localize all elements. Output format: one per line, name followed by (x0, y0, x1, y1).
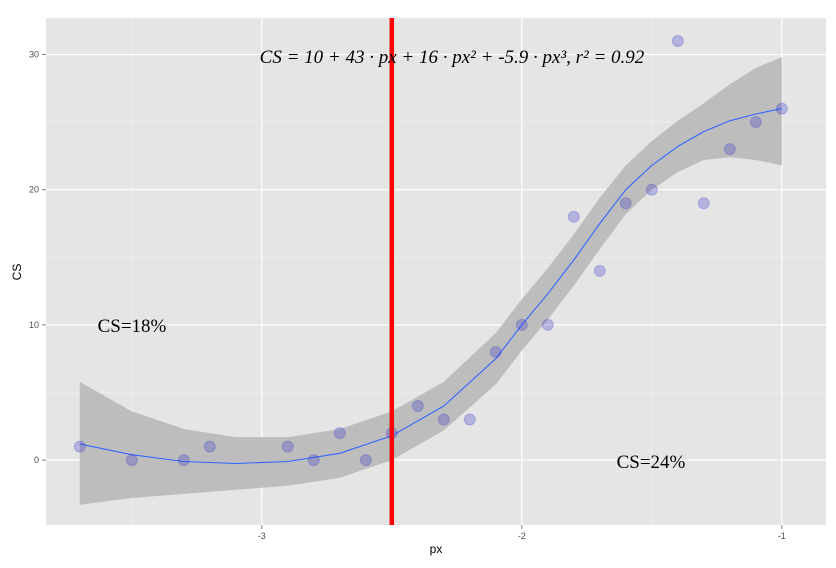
y-axis-label: CS (10, 264, 24, 281)
data-point (697, 197, 710, 210)
data-point (619, 197, 632, 210)
data-point (463, 413, 476, 426)
data-point (541, 318, 554, 331)
data-point (411, 400, 424, 413)
y-tick-label: 0 (34, 455, 39, 465)
confidence-band (79, 57, 782, 505)
x-axis-label: px (430, 542, 443, 556)
data-point (749, 116, 762, 129)
data-point (359, 454, 372, 467)
data-point (515, 318, 528, 331)
y-tick-label: 20 (29, 185, 39, 195)
data-point (775, 102, 788, 115)
data-point (203, 440, 216, 453)
smooth-line (79, 108, 782, 465)
data-point (125, 454, 138, 467)
data-point (489, 345, 502, 358)
points (73, 34, 788, 467)
data-point (437, 413, 450, 426)
y-tick-label: 10 (29, 320, 39, 330)
data-point (567, 210, 580, 223)
data-point (723, 143, 736, 156)
confidence-band-area (79, 57, 782, 505)
data-point (671, 34, 684, 47)
data-point (281, 440, 294, 453)
x-tick-label: -1 (778, 531, 786, 541)
data-point (333, 427, 346, 440)
x-tick-label: -3 (258, 531, 266, 541)
y-tick-label: 30 (29, 50, 39, 60)
x-tick-label: -2 (518, 531, 526, 541)
data-point (307, 454, 320, 467)
data-point (593, 264, 606, 277)
data-point (645, 183, 658, 196)
right-annotation: CS=24% (617, 452, 686, 473)
left-annotation: CS=18% (98, 316, 167, 337)
equation-annotation: CS = 10 + 43 · px + 16 · px² + -5.9 · px… (260, 47, 645, 68)
data-point (73, 440, 86, 453)
data-point (177, 454, 190, 467)
axis-ticks: -3 -2 -1 0 10 20 30 (29, 50, 786, 541)
